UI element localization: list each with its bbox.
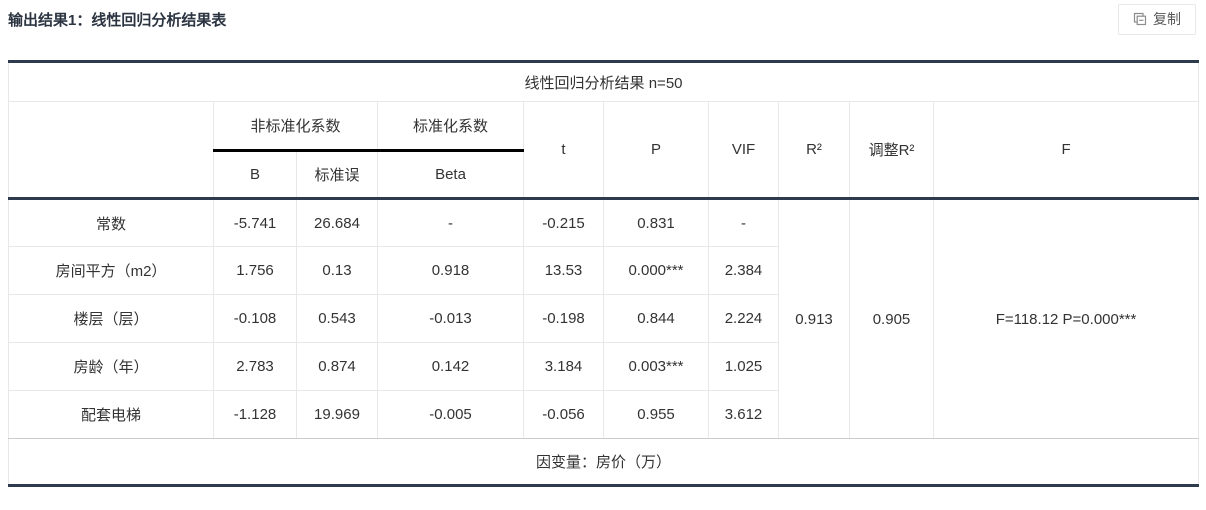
f-value: F=118.12 P=0.000*** [932,197,1200,439]
p-value: 0.000*** [603,246,709,295]
b-value: -5.741 [213,197,297,247]
b-value: -1.128 [213,390,297,439]
t-value: -0.056 [523,390,604,439]
beta-value: 0.918 [377,246,524,295]
row-label: 常数 [8,197,214,247]
r2-value: 0.913 [778,197,850,439]
b-value: -0.108 [213,294,297,343]
vif-value: 2.224 [708,294,779,343]
beta-value: -0.013 [377,294,524,343]
t-value: 3.184 [523,342,604,391]
regression-results-table: 线性回归分析结果 n=50 非标准化系数 标准化系数 t P VIF R² 调整… [7,60,1200,487]
t-header: t [523,101,604,199]
copy-button[interactable]: 复制 [1118,3,1196,35]
row-label-header [8,101,214,199]
se-value: 0.13 [296,246,378,295]
beta-value: -0.005 [377,390,524,439]
page-title: 输出结果1：线性回归分析结果表 [8,11,227,29]
t-value: -0.198 [523,294,604,343]
se-value: 26.684 [296,197,378,247]
copy-icon [1133,12,1147,26]
row-label: 房间平方（m2） [8,246,214,295]
beta-value: 0.142 [377,342,524,391]
p-value: 0.955 [603,390,709,439]
adj-r2-value: 0.905 [849,197,934,439]
p-header: P [603,101,709,199]
vif-value: 2.384 [708,246,779,295]
p-value: 0.003*** [603,342,709,391]
row-label: 房龄（年） [8,342,214,391]
se-header: 标准误 [296,150,378,199]
table-row: 房龄（年） 2.783 0.874 0.142 3.184 0.003*** 1… [8,342,1199,391]
dependent-variable-note: 因变量：房价（万） [7,438,1200,486]
p-value: 0.831 [603,197,709,247]
vif-value: 3.612 [708,390,779,439]
table-row: 常数 -5.741 26.684 - -0.215 0.831 - 0.913 … [8,197,1200,439]
se-value: 19.969 [296,390,378,439]
b-value: 1.756 [213,246,297,295]
unstandardized-coef-header: 非标准化系数 [213,101,378,152]
beta-value: - [377,197,524,247]
b-value: 2.783 [213,342,297,391]
toolbar: 输出结果1：线性回归分析结果表 复制 [0,0,1206,36]
vif-value: - [708,197,779,247]
row-label: 配套电梯 [8,390,214,439]
se-value: 0.543 [296,294,378,343]
standardized-coef-header: 标准化系数 [377,101,524,152]
vif-header: VIF [708,101,779,199]
se-value: 0.874 [296,342,378,391]
adj-r2-header: 调整R² [849,101,934,199]
t-value: -0.215 [523,197,604,247]
b-header: B [213,150,297,199]
vif-value: 1.025 [708,342,779,391]
f-header: F [932,101,1200,199]
beta-header: Beta [377,150,524,199]
table-row: 配套电梯 -1.128 19.969 -0.005 -0.056 0.955 3… [8,390,1199,439]
table-caption: 线性回归分析结果 n=50 [8,61,1199,102]
p-value: 0.844 [603,294,709,343]
r2-header: R² [778,101,850,199]
t-value: 13.53 [523,246,604,295]
row-label: 楼层（层） [8,294,214,343]
copy-button-label: 复制 [1153,11,1181,27]
